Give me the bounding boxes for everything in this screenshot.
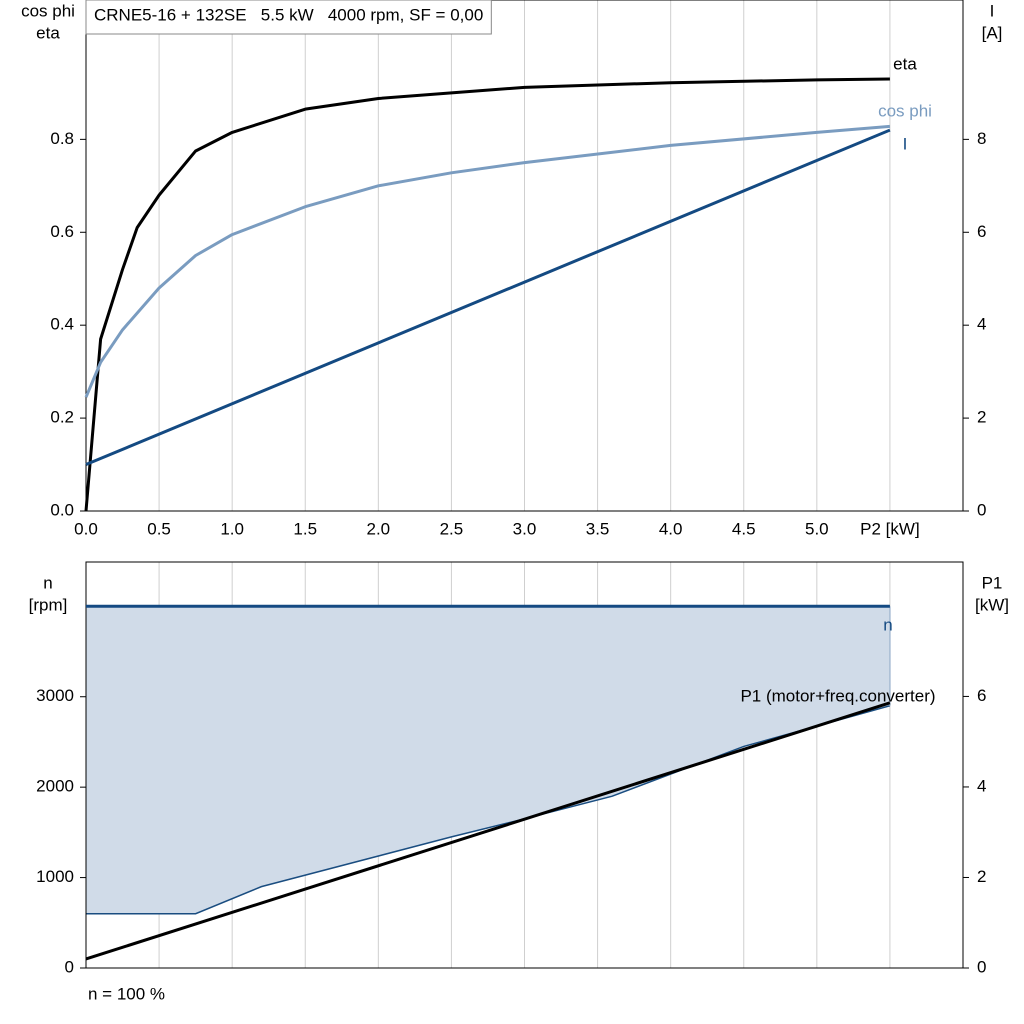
y-tick-label: 0.6 bbox=[50, 222, 74, 241]
x-tick-label: 2.0 bbox=[367, 519, 391, 538]
y2-tick-label: 4 bbox=[977, 776, 986, 795]
plot-frame bbox=[85, 0, 964, 512]
speed-range-area bbox=[86, 606, 890, 914]
y-axis-label: n bbox=[43, 573, 52, 592]
series-line bbox=[85, 128, 891, 466]
series-label: P1 (motor+freq.converter) bbox=[740, 686, 935, 705]
x-tick-label: P2 [kW] bbox=[860, 519, 920, 538]
y-tick-label: 2000 bbox=[36, 777, 74, 796]
y-tick-label: 0.0 bbox=[50, 500, 74, 519]
y-tick-label: 0 bbox=[65, 957, 74, 976]
y2-tick-label: 6 bbox=[977, 686, 986, 705]
y2-axis-label: P1 bbox=[982, 573, 1003, 592]
min-speed-line bbox=[86, 705, 891, 915]
y-tick-label: 0.4 bbox=[50, 315, 74, 334]
x-tick-label: 1.0 bbox=[220, 519, 244, 538]
y2-tick-label: 0 bbox=[977, 500, 986, 519]
y2-tick-label: 6 bbox=[977, 222, 986, 241]
y2-tick-label: 2 bbox=[977, 867, 986, 886]
x-tick-label: 0.5 bbox=[147, 519, 171, 538]
plot-frame bbox=[85, 561, 964, 969]
x-tick-label: 5.0 bbox=[805, 519, 829, 538]
y-tick-label: 0.2 bbox=[50, 408, 74, 427]
title-box bbox=[85, 0, 492, 35]
y2-tick-label: 2 bbox=[977, 408, 986, 427]
series-line bbox=[85, 701, 891, 961]
note: n = 100 % bbox=[88, 984, 165, 1003]
series-label: cos phi bbox=[878, 101, 932, 120]
x-tick-label: 4.0 bbox=[659, 519, 683, 538]
series-label: n bbox=[883, 615, 892, 634]
y-tick-label: 3000 bbox=[36, 686, 74, 705]
y-tick-label: 1000 bbox=[36, 867, 74, 886]
series-label: I bbox=[903, 134, 908, 153]
y2-axis-label: I bbox=[990, 1, 995, 20]
y2-tick-label: 8 bbox=[977, 129, 986, 148]
y2-axis-label: [kW] bbox=[975, 595, 1009, 614]
x-tick-label: 1.5 bbox=[293, 519, 317, 538]
y-axis-label: cos phi bbox=[21, 1, 75, 20]
y-axis-label: [rpm] bbox=[29, 595, 68, 614]
y-tick-label: 0.8 bbox=[50, 129, 74, 148]
y2-tick-label: 4 bbox=[977, 315, 986, 334]
series-line bbox=[84, 77, 890, 512]
x-tick-label: 3.5 bbox=[586, 519, 610, 538]
x-tick-label: 4.5 bbox=[732, 519, 756, 538]
y2-tick-label: 0 bbox=[977, 957, 986, 976]
y-axis-label: eta bbox=[36, 23, 60, 42]
x-tick-label: 3.0 bbox=[513, 519, 537, 538]
x-tick-label: 2.5 bbox=[440, 519, 464, 538]
series-line bbox=[84, 124, 891, 398]
chart-title: CRNE5-16 + 132SE 5.5 kW 4000 rpm, SF = 0… bbox=[94, 5, 483, 24]
x-tick-label: 0.0 bbox=[74, 519, 98, 538]
series-label: eta bbox=[893, 54, 917, 73]
y2-axis-label: [A] bbox=[982, 23, 1003, 42]
